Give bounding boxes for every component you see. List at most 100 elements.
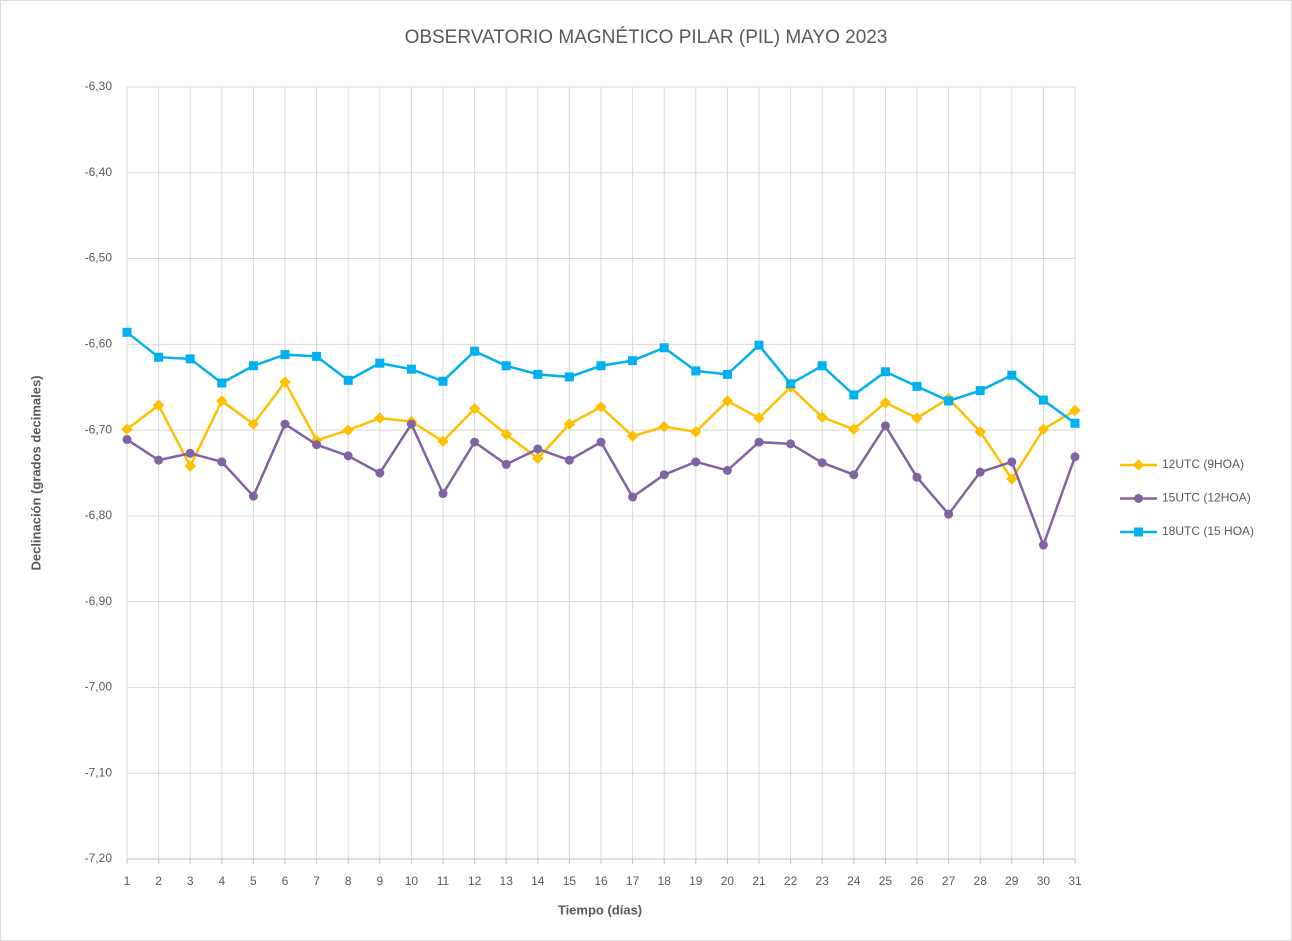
data-point bbox=[564, 372, 574, 382]
data-point bbox=[248, 361, 258, 371]
data-point bbox=[152, 399, 165, 411]
x-tick-label: 10 bbox=[405, 874, 419, 888]
data-point bbox=[154, 455, 164, 465]
x-tick-label: 30 bbox=[1037, 874, 1051, 888]
data-point bbox=[438, 376, 448, 386]
data-point bbox=[1007, 370, 1017, 380]
x-tick-label: 12 bbox=[468, 874, 482, 888]
data-point bbox=[217, 378, 227, 388]
x-tick-label: 31 bbox=[1068, 874, 1082, 888]
data-point bbox=[753, 412, 765, 424]
data-point bbox=[849, 470, 859, 480]
y-tick-label: -7,00 bbox=[85, 680, 113, 694]
y-tick-label: -7,20 bbox=[85, 851, 113, 865]
data-point bbox=[848, 423, 860, 435]
legend-marker bbox=[1132, 459, 1145, 471]
y-tick-label: -6,60 bbox=[85, 337, 113, 351]
data-point bbox=[122, 327, 132, 337]
x-tick-label: 1 bbox=[124, 874, 131, 888]
data-point bbox=[185, 448, 195, 458]
data-point bbox=[626, 430, 639, 442]
y-tick-label: -6,50 bbox=[85, 251, 113, 265]
x-tick-label: 29 bbox=[1005, 874, 1019, 888]
y-tick-label: -6,70 bbox=[85, 422, 113, 436]
x-tick-label: 22 bbox=[784, 874, 798, 888]
x-axis-title: Tiempo (días) bbox=[558, 902, 642, 917]
data-point bbox=[280, 350, 290, 360]
x-tick-label: 11 bbox=[437, 874, 450, 888]
data-point bbox=[786, 439, 796, 449]
data-point bbox=[185, 354, 195, 364]
data-point bbox=[248, 491, 258, 501]
data-point bbox=[563, 418, 576, 430]
x-tick-label: 28 bbox=[974, 874, 988, 888]
data-point bbox=[628, 492, 638, 502]
data-point bbox=[501, 361, 511, 371]
data-point bbox=[974, 426, 986, 438]
x-tick-label: 9 bbox=[376, 874, 383, 888]
data-point bbox=[596, 361, 606, 371]
data-point bbox=[912, 472, 922, 482]
data-point bbox=[628, 356, 638, 366]
x-tick-label: 13 bbox=[500, 874, 514, 888]
data-point bbox=[1007, 457, 1017, 467]
data-point bbox=[217, 457, 227, 467]
data-point bbox=[658, 420, 670, 433]
data-point bbox=[880, 367, 890, 377]
data-point bbox=[1006, 473, 1018, 485]
y-tick-label: -6,90 bbox=[85, 594, 113, 608]
x-tick-label: 24 bbox=[847, 874, 861, 888]
data-point bbox=[722, 369, 732, 379]
data-point bbox=[280, 419, 290, 429]
chart-title: OBSERVATORIO MAGNÉTICO PILAR (PIL) MAYO … bbox=[405, 27, 888, 48]
data-point bbox=[1037, 423, 1050, 435]
data-point bbox=[722, 465, 732, 475]
data-point bbox=[816, 411, 828, 423]
y-axis-title: Declinación (grados decimales) bbox=[28, 375, 43, 570]
data-point bbox=[1070, 452, 1080, 462]
data-point bbox=[312, 440, 322, 450]
y-tick-label: -6,40 bbox=[85, 165, 113, 179]
data-point bbox=[595, 401, 607, 413]
data-point bbox=[533, 444, 543, 454]
data-point bbox=[406, 419, 416, 429]
data-point bbox=[121, 423, 133, 435]
data-point bbox=[533, 369, 543, 379]
x-tick-label: 14 bbox=[531, 874, 545, 888]
data-point bbox=[721, 395, 734, 407]
data-point bbox=[342, 424, 354, 436]
data-point bbox=[564, 455, 574, 465]
data-point bbox=[817, 458, 827, 468]
legend-label: 15UTC (12HOA) bbox=[1162, 491, 1251, 505]
legend-marker bbox=[1134, 494, 1143, 503]
data-point bbox=[691, 457, 701, 467]
data-point bbox=[1038, 395, 1048, 405]
data-point bbox=[975, 467, 985, 477]
data-point bbox=[659, 470, 669, 480]
data-point bbox=[691, 366, 701, 376]
x-tick-label: 17 bbox=[626, 874, 640, 888]
x-tick-label: 8 bbox=[345, 874, 352, 888]
data-point bbox=[944, 396, 954, 406]
data-point bbox=[754, 437, 764, 447]
data-point bbox=[375, 358, 385, 368]
data-point bbox=[343, 375, 353, 385]
data-point bbox=[1069, 404, 1081, 417]
data-point bbox=[374, 412, 386, 424]
x-tick-label: 7 bbox=[313, 874, 320, 888]
data-point bbox=[690, 426, 702, 438]
data-point bbox=[312, 351, 322, 361]
x-tick-label: 2 bbox=[155, 874, 162, 888]
data-point bbox=[754, 340, 764, 350]
data-point bbox=[154, 352, 164, 362]
x-tick-label: 3 bbox=[187, 874, 194, 888]
legend-marker bbox=[1134, 527, 1143, 537]
data-point bbox=[470, 437, 480, 447]
y-tick-label: -6,30 bbox=[85, 79, 113, 93]
data-point bbox=[438, 489, 448, 499]
y-tick-label: -6,80 bbox=[85, 508, 113, 522]
data-point bbox=[659, 343, 669, 353]
x-tick-label: 23 bbox=[816, 874, 830, 888]
x-tick-label: 20 bbox=[721, 874, 735, 888]
